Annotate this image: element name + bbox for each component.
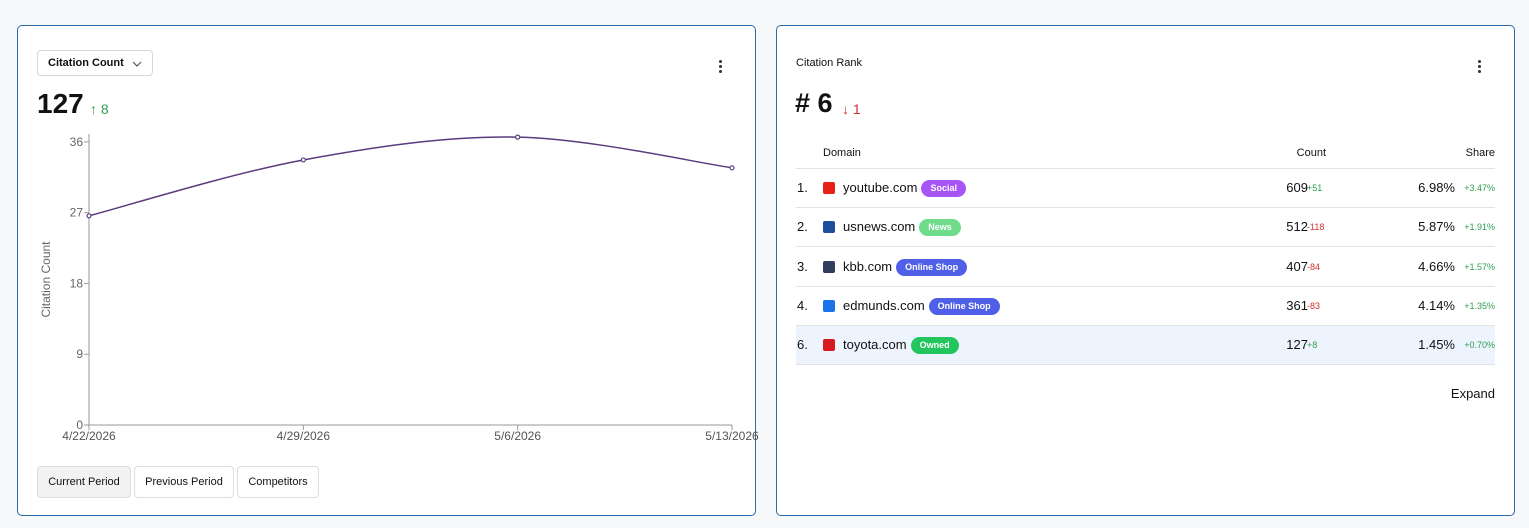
domain-tag: Owned (910, 337, 959, 355)
domain-tag: Online Shop (928, 297, 1000, 315)
metric-value: 127 (37, 88, 84, 119)
domain-name: kbb.com (843, 258, 893, 274)
favicon (823, 260, 835, 273)
period-button[interactable]: Previous Period (134, 466, 234, 498)
menu-button[interactable] (719, 60, 723, 75)
citation-count-card (17, 25, 756, 516)
share-delta: +1.91% (1464, 222, 1495, 233)
share: 4.66% (1418, 258, 1455, 274)
domain-tag: News (919, 219, 961, 237)
expand-link[interactable]: Expand (1450, 386, 1495, 401)
table-header: Domain Count Share (796, 138, 1495, 169)
rank-number: 2. (797, 219, 808, 235)
column-header: Domain (823, 147, 861, 159)
table-row: 1. youtube.com Social 609 +51 6.98% +3.47% (796, 169, 1495, 208)
domain-cell: toyota.com Owned (843, 326, 959, 364)
count: 407 (1286, 258, 1308, 274)
share-delta: +1.35% (1464, 300, 1495, 311)
count: 361 (1286, 297, 1308, 313)
dropdown-label: Citation Count (48, 57, 124, 69)
rank-value: # 6 (795, 88, 833, 118)
favicon (823, 221, 835, 234)
menu-button[interactable] (1478, 60, 1482, 75)
share-delta: +0.70% (1464, 340, 1495, 351)
favicon (823, 182, 835, 194)
column-header: Count (1296, 147, 1326, 159)
domain-name: usnews.com (843, 219, 916, 235)
domain-tag: Social (921, 180, 966, 198)
domain-name: edmunds.com (843, 297, 925, 313)
table-row: 3. kbb.com Online Shop 407 -84 4.66% +1.57% (796, 248, 1495, 287)
period-button[interactable]: Competitors (237, 466, 319, 498)
domain-name: youtube.com (843, 180, 918, 195)
count-delta: -84 (1307, 261, 1321, 272)
domain-cell: youtube.com Social (843, 169, 966, 207)
count: 609 (1286, 180, 1308, 195)
domain-cell: edmunds.com Online Shop (843, 287, 1000, 325)
share-delta: +1.57% (1464, 261, 1495, 272)
table-row: 4. edmunds.com Online Shop 361 -83 4.14% +1.35… (796, 287, 1495, 326)
rank-delta: ↓ 1 (842, 101, 861, 117)
share-delta: +3.47% (1464, 183, 1495, 193)
favicon (823, 339, 835, 352)
count-delta: +51 (1307, 183, 1323, 193)
chevron-icon (132, 61, 142, 67)
count: 512 (1286, 219, 1308, 235)
share: 5.87% (1418, 219, 1455, 235)
rank-number: 1. (797, 180, 808, 195)
domain-tag: Online Shop (896, 258, 968, 276)
rank-number: 3. (797, 258, 808, 274)
table-row: 2. usnews.com News 512 -118 5.87% +1.91% (796, 208, 1495, 248)
favicon (823, 299, 835, 312)
domain-cell: usnews.com News (843, 208, 961, 246)
share: 1.45% (1418, 337, 1455, 353)
rank-number: 6. (797, 337, 808, 353)
count-delta: -83 (1307, 300, 1321, 311)
count-delta: -118 (1307, 222, 1325, 233)
share: 4.14% (1418, 297, 1455, 313)
table-row: 6. toyota.com Owned 127 +8 1.45% +0.70% (796, 326, 1495, 366)
rank-number: 4. (797, 297, 808, 313)
metric-dropdown[interactable]: Citation Count (37, 50, 153, 76)
count-delta: +8 (1307, 340, 1318, 351)
count: 127 (1286, 337, 1308, 353)
share: 6.98% (1418, 180, 1455, 195)
metric-delta: ↑ 8 (90, 101, 109, 117)
domain-cell: kbb.com Online Shop (843, 248, 968, 286)
card-title: Citation Rank (796, 57, 863, 69)
column-header: Share (1465, 147, 1495, 159)
period-button[interactable]: Current Period (37, 466, 131, 498)
domain-name: toyota.com (843, 337, 907, 353)
